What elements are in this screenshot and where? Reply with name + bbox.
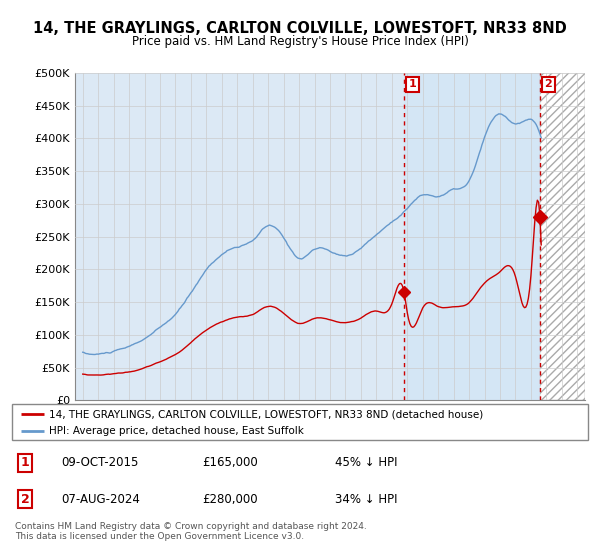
Bar [404,73,540,400]
Text: £165,000: £165,000 [202,456,258,469]
Text: 34% ↓ HPI: 34% ↓ HPI [335,493,397,506]
Text: 2: 2 [545,80,552,90]
Text: 1: 1 [20,456,29,469]
Text: 14, THE GRAYLINGS, CARLTON COLVILLE, LOWESTOFT, NR33 8ND (detached house): 14, THE GRAYLINGS, CARLTON COLVILLE, LOW… [49,409,484,419]
Text: HPI: Average price, detached house, East Suffolk: HPI: Average price, detached house, East… [49,426,304,436]
Text: £280,000: £280,000 [202,493,258,506]
Text: 2: 2 [20,493,29,506]
Text: 07-AUG-2024: 07-AUG-2024 [61,493,140,506]
Text: 09-OCT-2015: 09-OCT-2015 [61,456,139,469]
Bar [540,73,585,400]
Text: Price paid vs. HM Land Registry's House Price Index (HPI): Price paid vs. HM Land Registry's House … [131,35,469,48]
Text: 14, THE GRAYLINGS, CARLTON COLVILLE, LOWESTOFT, NR33 8ND: 14, THE GRAYLINGS, CARLTON COLVILLE, LOW… [33,21,567,36]
Text: Contains HM Land Registry data © Crown copyright and database right 2024.
This d: Contains HM Land Registry data © Crown c… [15,522,367,542]
Text: 45% ↓ HPI: 45% ↓ HPI [335,456,397,469]
Text: 1: 1 [409,80,416,90]
